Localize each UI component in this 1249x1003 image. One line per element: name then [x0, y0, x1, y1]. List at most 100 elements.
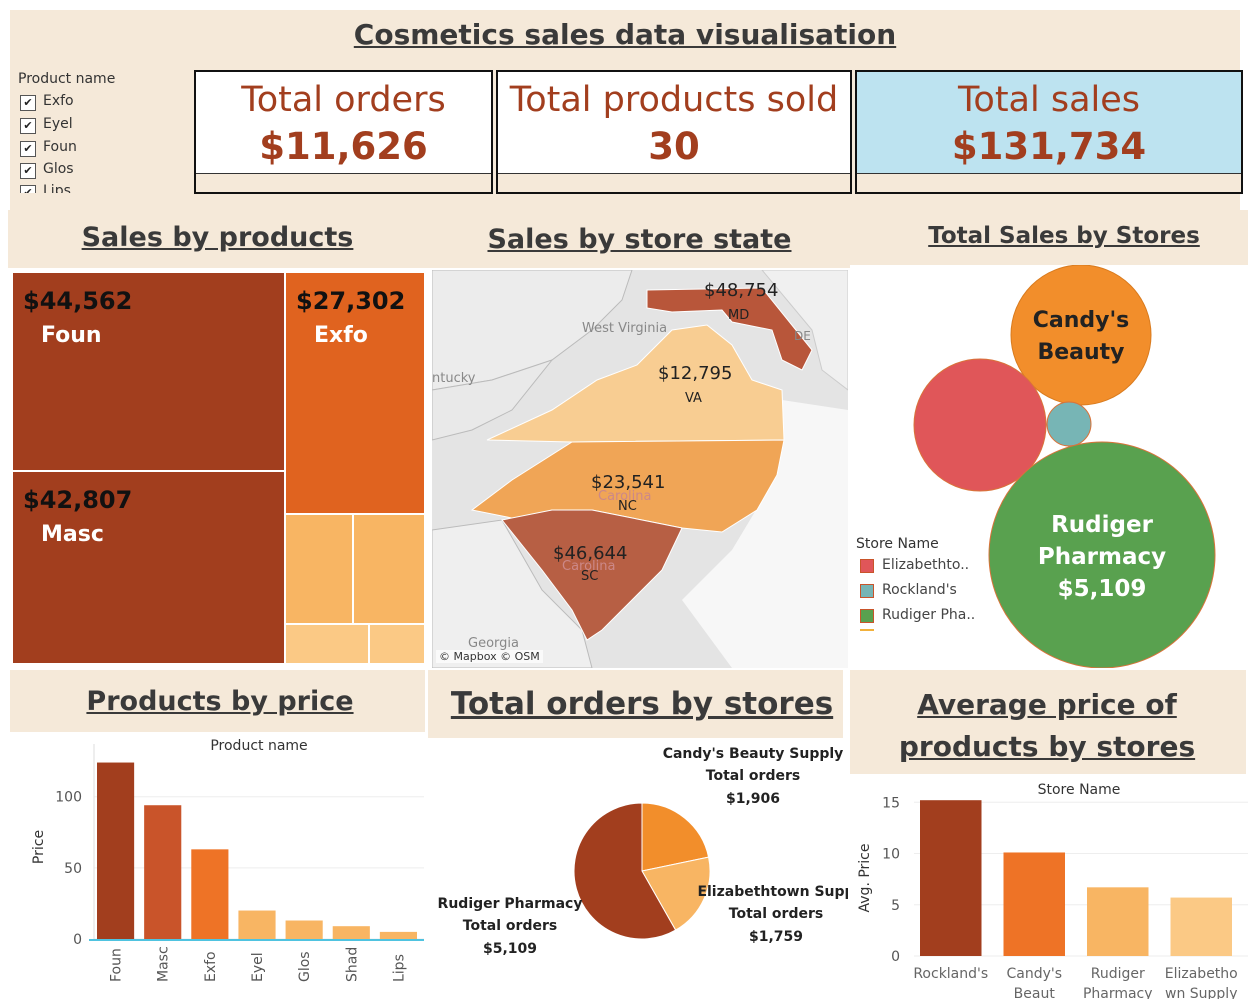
kpi-total-sales: Total sales $131,734: [855, 70, 1243, 194]
bubble-label-line: Beauty: [1037, 340, 1125, 365]
price-bar-chart: Product name Price 0 50 100 Foun Masc Exfo Eyel G…: [31, 738, 424, 982]
y-tick-label: 5: [891, 898, 900, 914]
product-filter-list: ✔ Exfo ✔ Eyel ✔ Foun ✔ Glos ✔ Lips: [16, 92, 191, 193]
filter-item-label: Exfo: [43, 93, 74, 109]
map-place-label: Carolina: [562, 559, 616, 574]
avg-title: Average price of products by stores: [898, 688, 1196, 763]
pie-slice: [573, 802, 677, 940]
x-tick-label: Rockland's: [913, 966, 988, 982]
map-value-nc: $23,541: [591, 472, 666, 493]
map-abbr-va: VA: [685, 391, 702, 406]
pie-panel: Candy's Beauty Supply Total orders $1,906 E…: [430, 738, 855, 990]
bar: [285, 920, 323, 939]
bar: [379, 931, 417, 939]
kpi-label: Total orders: [241, 80, 446, 120]
state-md: [646, 287, 813, 371]
map-place-label: West Virginia: [582, 321, 667, 336]
bar: [1003, 852, 1065, 956]
legend-swatch: [860, 609, 874, 623]
treemap-cell-foun[interactable]: $44,562 Foun: [12, 272, 285, 471]
kpi-label: Total sales: [957, 80, 1141, 120]
checkbox-checked-icon[interactable]: ✔: [20, 163, 36, 179]
treemap-cell-masc[interactable]: $42,807 Masc: [12, 471, 285, 664]
bottom-title-band: [10, 670, 425, 732]
y-tick-label: 100: [55, 790, 82, 806]
treemap-name: Masc: [41, 522, 104, 547]
pie-label-name: Rudiger Pharmacy: [438, 896, 583, 912]
state-sc: [501, 509, 683, 641]
pie-title: Total orders by stores: [450, 686, 834, 722]
legend-label: Rudiger Pha..: [882, 607, 976, 623]
map-place-label: Georgia: [468, 636, 519, 651]
bar: [144, 805, 182, 939]
kpi-value: $131,734: [951, 125, 1147, 168]
avg-price-bar-chart: Store Name Avg. Price 0 5 10 15 Rockland's Cand…: [857, 782, 1248, 1002]
map-credit: © Mapbox © OSM: [436, 650, 543, 663]
checkbox-checked-icon[interactable]: ✔: [20, 185, 36, 193]
y-tick-label: 0: [891, 949, 900, 965]
map-title: Sales by store state: [487, 224, 792, 255]
bubble-legend: Elizabethto.. Rockland's Rudiger Pha..: [858, 557, 983, 633]
treemap-name: Exfo: [314, 323, 368, 348]
treemap-cell-small[interactable]: [285, 514, 353, 624]
kpi-label: Total products sold: [509, 80, 839, 120]
treemap-title: Sales by products: [81, 222, 354, 253]
map-abbr-nc: NC: [618, 499, 637, 514]
bubble-label-line: Pharmacy: [1037, 544, 1167, 570]
x-tick-label: Shad: [344, 947, 360, 982]
filter-item-label: Foun: [43, 139, 77, 155]
checkbox-checked-icon[interactable]: ✔: [20, 118, 36, 134]
map-svg: West Virginia ntucky DE Georgia Carolina…: [432, 270, 848, 668]
kpi-total-orders: Total orders $11,626: [194, 70, 493, 194]
price-chart-panel: Product name Price 0 50 100 Foun Masc Exfo Eyel G…: [16, 732, 426, 990]
chart-header: Product name: [210, 738, 307, 754]
bar: [191, 849, 229, 939]
treemap: $44,562 Foun $42,807 Masc $27,302 Exfo: [12, 272, 425, 664]
treemap-value: $42,807: [23, 486, 133, 514]
bottom-title-band: [850, 670, 1246, 774]
checkbox-checked-icon[interactable]: ✔: [20, 141, 36, 157]
treemap-cell-small[interactable]: [285, 624, 369, 664]
treemap-value: $44,562: [23, 287, 133, 315]
avg-chart-panel: Store Name Avg. Price 0 5 10 15 Rockland's Cand…: [850, 774, 1248, 1002]
bar: [1087, 887, 1149, 956]
map-abbr-md: MD: [728, 308, 750, 323]
y-tick-label: 15: [882, 795, 900, 811]
treemap-cell-exfo[interactable]: $27,302 Exfo: [285, 272, 425, 514]
x-tick-label: wn Supply: [1165, 986, 1237, 999]
filter-item-label: Glos: [43, 161, 74, 177]
bubble-label-line: Candy's: [1032, 308, 1130, 333]
dashboard-title: Cosmetics sales data visualisation: [353, 18, 897, 51]
map-abbr-sc: SC: [581, 569, 599, 584]
middle-title-band: [8, 210, 1248, 268]
checkbox-checked-icon[interactable]: ✔: [20, 95, 36, 111]
bar: [1170, 897, 1232, 956]
map-value-va: $12,795: [658, 363, 733, 384]
pie-label-metric: Total orders: [463, 918, 557, 934]
legend-more-indicator: [860, 629, 874, 631]
filter-item-label: Eyel: [43, 116, 73, 132]
treemap-name: Foun: [41, 323, 102, 348]
bubble-label-line: Rudiger: [1051, 512, 1153, 538]
chart-header: Store Name: [1038, 782, 1121, 798]
map-place-label: Carolina: [598, 489, 652, 504]
legend-swatch: [860, 559, 874, 573]
bubble-legend-title: Store Name: [856, 536, 939, 552]
bubble-rocklands: [1046, 401, 1092, 447]
y-tick-label: 50: [64, 861, 82, 877]
map-place-label: DE: [794, 329, 811, 343]
x-tick-label: Glos: [297, 951, 313, 982]
bubble-svg: [913, 264, 1216, 669]
treemap-cell-small[interactable]: [369, 624, 425, 664]
x-tick-label: Candy's: [1006, 966, 1062, 982]
bar: [97, 762, 135, 939]
y-tick-label: 10: [882, 847, 900, 863]
bubble-elizabethtown: [913, 358, 1047, 492]
pie-label-metric: Total orders: [706, 768, 800, 784]
treemap-cell-small[interactable]: [353, 514, 425, 624]
legend-label: Elizabethto..: [882, 557, 970, 573]
filter-item-label: Lips: [43, 183, 71, 193]
bottom-title-band: [428, 670, 843, 738]
bubble-label-line: $5,109: [1057, 576, 1147, 602]
y-axis-label: Avg. Price: [857, 844, 873, 913]
